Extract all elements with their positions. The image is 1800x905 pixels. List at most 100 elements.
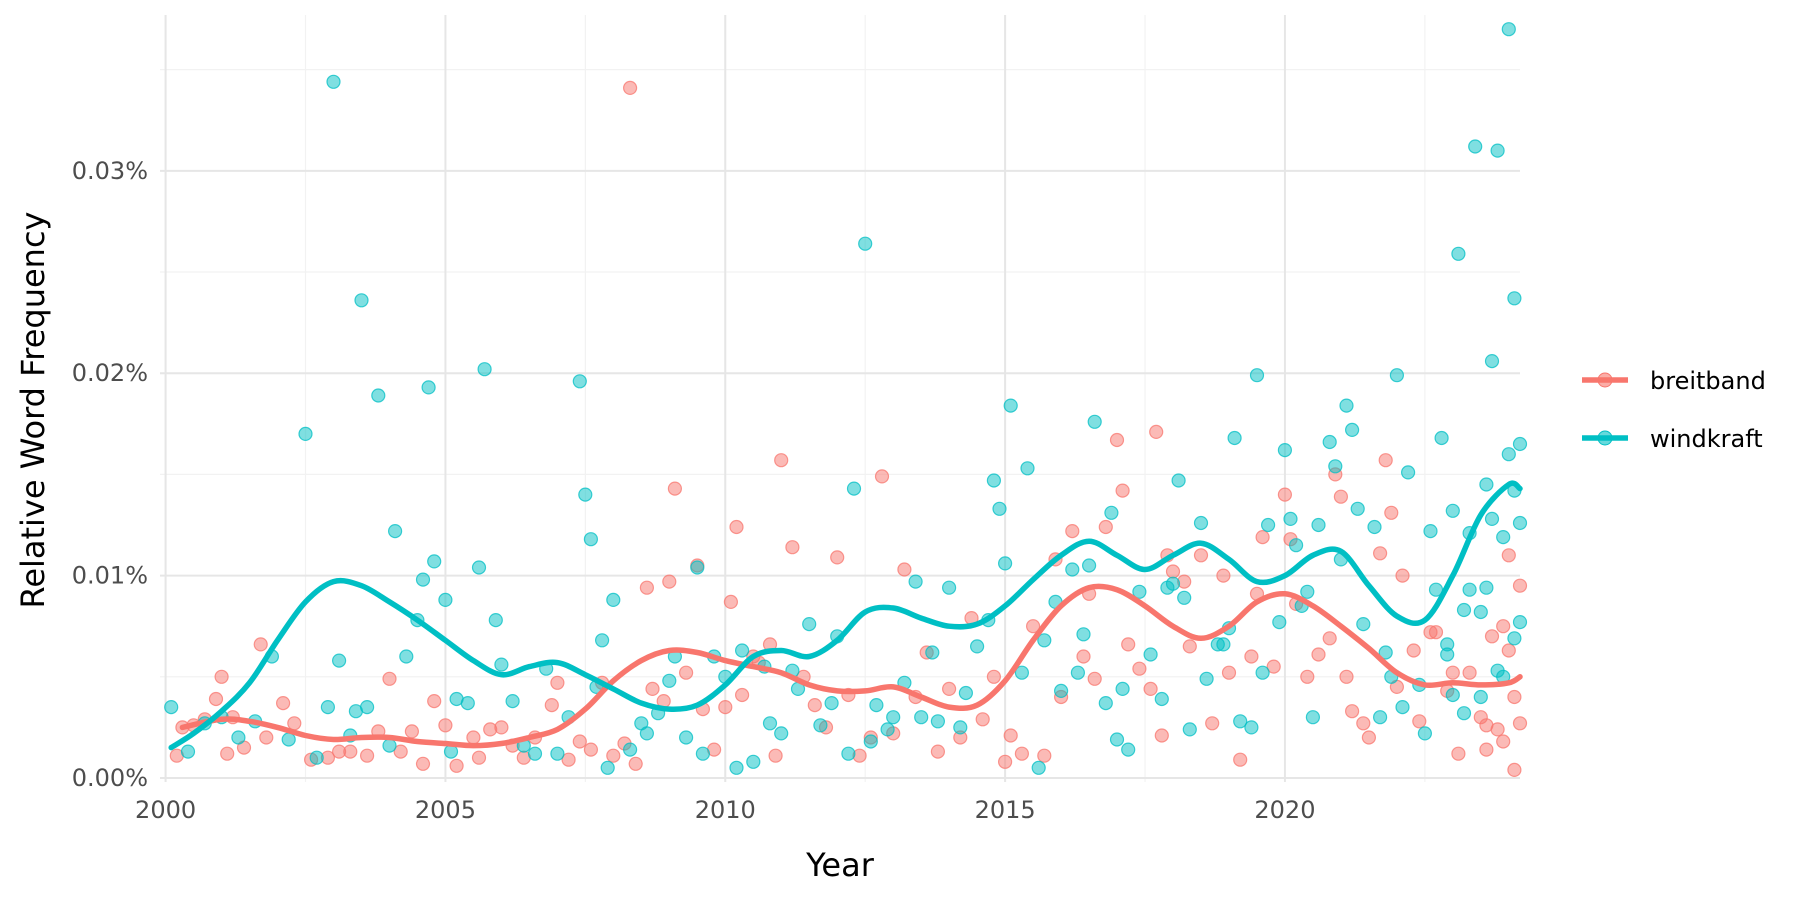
x-tick-label: 2005	[415, 796, 476, 824]
data-point-breitband	[1507, 762, 1522, 778]
data-point-windkraft	[1378, 645, 1393, 660]
data-point-windkraft	[1003, 398, 1018, 413]
data-point-breitband	[1182, 639, 1197, 654]
data-point-windkraft	[1484, 354, 1500, 369]
data-point-windkraft	[320, 699, 335, 715]
data-point-breitband	[1165, 564, 1181, 579]
data-point-windkraft	[1014, 665, 1030, 680]
data-point-breitband	[1512, 716, 1528, 731]
data-point-windkraft	[281, 732, 296, 747]
data-point-windkraft	[309, 750, 324, 765]
data-point-breitband	[1087, 671, 1102, 686]
data-point-breitband	[466, 730, 481, 745]
data-point-breitband	[1451, 746, 1466, 761]
data-point-breitband	[1490, 722, 1505, 737]
data-point-windkraft	[1490, 143, 1505, 158]
data-point-breitband	[830, 550, 845, 565]
data-point-windkraft	[1473, 689, 1488, 705]
data-point-breitband	[1143, 681, 1158, 697]
data-point-breitband	[729, 519, 744, 535]
data-point-breitband	[1344, 704, 1360, 719]
data-point-windkraft	[914, 710, 929, 725]
data-point-windkraft	[1501, 22, 1516, 37]
data-point-breitband	[259, 730, 274, 745]
data-point-windkraft	[1445, 503, 1460, 518]
data-point-breitband	[1300, 669, 1315, 684]
data-point-windkraft	[863, 734, 878, 749]
data-point-windkraft	[1479, 580, 1494, 595]
legend-item-breitband: breitband	[1582, 367, 1766, 395]
data-point-breitband	[1311, 647, 1326, 662]
data-point-breitband	[220, 746, 235, 761]
data-point-windkraft	[1507, 291, 1522, 306]
data-point-windkraft	[1121, 742, 1136, 757]
data-point-breitband	[1333, 489, 1349, 504]
data-point-windkraft	[908, 574, 923, 589]
data-point-breitband	[986, 669, 1002, 684]
data-point-windkraft	[1255, 665, 1270, 680]
data-point-windkraft	[1350, 501, 1365, 516]
data-point-windkraft	[1512, 515, 1528, 531]
data-point-windkraft	[527, 746, 543, 761]
data-point-windkraft	[1233, 714, 1248, 729]
data-point-windkraft	[1244, 720, 1259, 735]
data-point-windkraft	[1076, 627, 1091, 642]
data-point-windkraft	[1451, 246, 1466, 261]
data-point-windkraft	[639, 726, 655, 741]
data-point-breitband	[1406, 643, 1421, 658]
y-tick-label: 0.03%	[72, 157, 148, 185]
data-point-breitband	[544, 697, 559, 713]
data-point-windkraft	[606, 592, 621, 608]
data-point-windkraft	[1115, 681, 1130, 697]
data-point-windkraft	[477, 362, 492, 377]
data-point-windkraft	[1512, 436, 1528, 452]
x-tick-label: 2015	[975, 796, 1036, 824]
data-point-windkraft	[438, 592, 453, 608]
x-tick-label: 2000	[135, 796, 196, 824]
data-point-breitband	[1076, 649, 1091, 664]
data-point-breitband	[1205, 716, 1220, 731]
data-point-windkraft	[578, 487, 593, 502]
data-point-breitband	[393, 744, 408, 759]
legend: breitband windkraft	[1582, 367, 1766, 453]
data-point-windkraft	[1272, 614, 1287, 630]
data-point-windkraft	[1031, 760, 1046, 775]
data-point-windkraft	[813, 718, 828, 733]
data-point-windkraft	[1468, 139, 1483, 154]
data-point-windkraft	[762, 716, 778, 731]
data-point-windkraft	[1288, 538, 1304, 553]
data-point-windkraft	[1356, 616, 1371, 632]
data-point-breitband	[550, 675, 565, 690]
data-point-windkraft	[1339, 398, 1354, 413]
data-point-windkraft	[1154, 691, 1169, 707]
data-point-windkraft	[1193, 515, 1209, 531]
data-point-windkraft	[1020, 461, 1035, 476]
data-point-windkraft	[824, 695, 839, 711]
data-point-breitband	[494, 720, 509, 735]
data-point-breitband	[662, 574, 677, 589]
data-point-windkraft	[1177, 590, 1192, 605]
data-point-windkraft	[846, 481, 862, 496]
data-point-breitband	[667, 481, 683, 496]
data-point-breitband	[214, 669, 229, 684]
data-point-windkraft	[1496, 529, 1511, 545]
data-point-windkraft	[332, 653, 347, 668]
data-point-windkraft	[382, 738, 397, 753]
legend-key-point	[1597, 430, 1613, 446]
data-point-breitband	[785, 540, 800, 555]
data-point-windkraft	[969, 639, 985, 654]
data-point-windkraft	[880, 722, 895, 737]
data-point-windkraft	[594, 633, 610, 648]
data-point-breitband	[1098, 519, 1113, 535]
data-point-breitband	[975, 712, 990, 727]
data-point-windkraft	[1473, 604, 1488, 620]
data-point-breitband	[1255, 529, 1270, 545]
data-point-windkraft	[858, 236, 873, 251]
data-point-breitband	[1115, 483, 1130, 498]
data-point-windkraft	[746, 754, 761, 769]
data-point-windkraft	[1132, 584, 1147, 599]
data-point-breitband	[471, 750, 487, 765]
data-point-windkraft	[1344, 422, 1360, 437]
data-point-breitband	[572, 734, 587, 749]
y-tick-label: 0.00%	[72, 764, 148, 792]
